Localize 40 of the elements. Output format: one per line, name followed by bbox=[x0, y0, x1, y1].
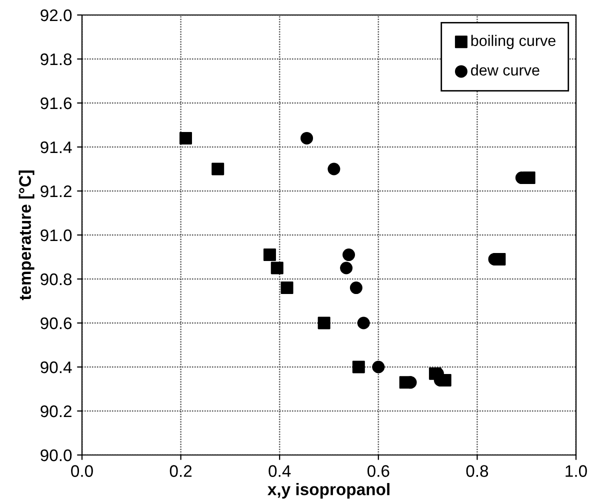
point bbox=[340, 262, 353, 274]
y-tick-label: 92.0 bbox=[40, 9, 72, 22]
legend-label: boiling curve bbox=[471, 34, 556, 50]
y-tick-label: 91.6 bbox=[40, 97, 72, 110]
y-tick-label: 90.0 bbox=[40, 449, 72, 462]
point bbox=[357, 316, 370, 330]
y-tick-label: 91.2 bbox=[40, 185, 72, 198]
point bbox=[280, 282, 294, 294]
y-tick-label: 91.8 bbox=[40, 53, 72, 66]
y-tick-label: 91.4 bbox=[40, 141, 72, 154]
point bbox=[399, 376, 412, 389]
y-tick-label: 91.0 bbox=[40, 229, 72, 242]
point bbox=[300, 132, 314, 144]
x-axis-title: x,y isopropanol bbox=[268, 483, 390, 499]
legend-label: dew curve bbox=[471, 64, 540, 76]
point bbox=[522, 172, 536, 184]
x-tick-label: 0.0 bbox=[71, 465, 93, 477]
y-tick-label: 90.2 bbox=[40, 405, 72, 418]
y-tick-label: 90.4 bbox=[40, 361, 72, 374]
y-tick-label: 90.8 bbox=[40, 273, 72, 286]
point bbox=[263, 248, 276, 262]
x-tick-label: 0.8 bbox=[466, 465, 488, 477]
point bbox=[438, 374, 452, 386]
point bbox=[270, 262, 284, 274]
point bbox=[328, 162, 340, 176]
point bbox=[372, 360, 385, 374]
point bbox=[493, 252, 506, 266]
point bbox=[212, 162, 224, 176]
point bbox=[342, 248, 356, 262]
x-tick-label: 0.2 bbox=[170, 465, 192, 477]
point bbox=[179, 132, 192, 144]
y-tick-label: 90.6 bbox=[40, 317, 72, 330]
point bbox=[352, 360, 365, 374]
x-tick-label: 1.0 bbox=[566, 465, 587, 477]
y-axis-title: temperature [°C] bbox=[18, 170, 34, 300]
point bbox=[350, 282, 362, 294]
point bbox=[318, 316, 330, 330]
x-tick-label: 0.6 bbox=[367, 465, 390, 477]
x-tick-label: 0.4 bbox=[268, 465, 291, 477]
point bbox=[428, 367, 442, 380]
